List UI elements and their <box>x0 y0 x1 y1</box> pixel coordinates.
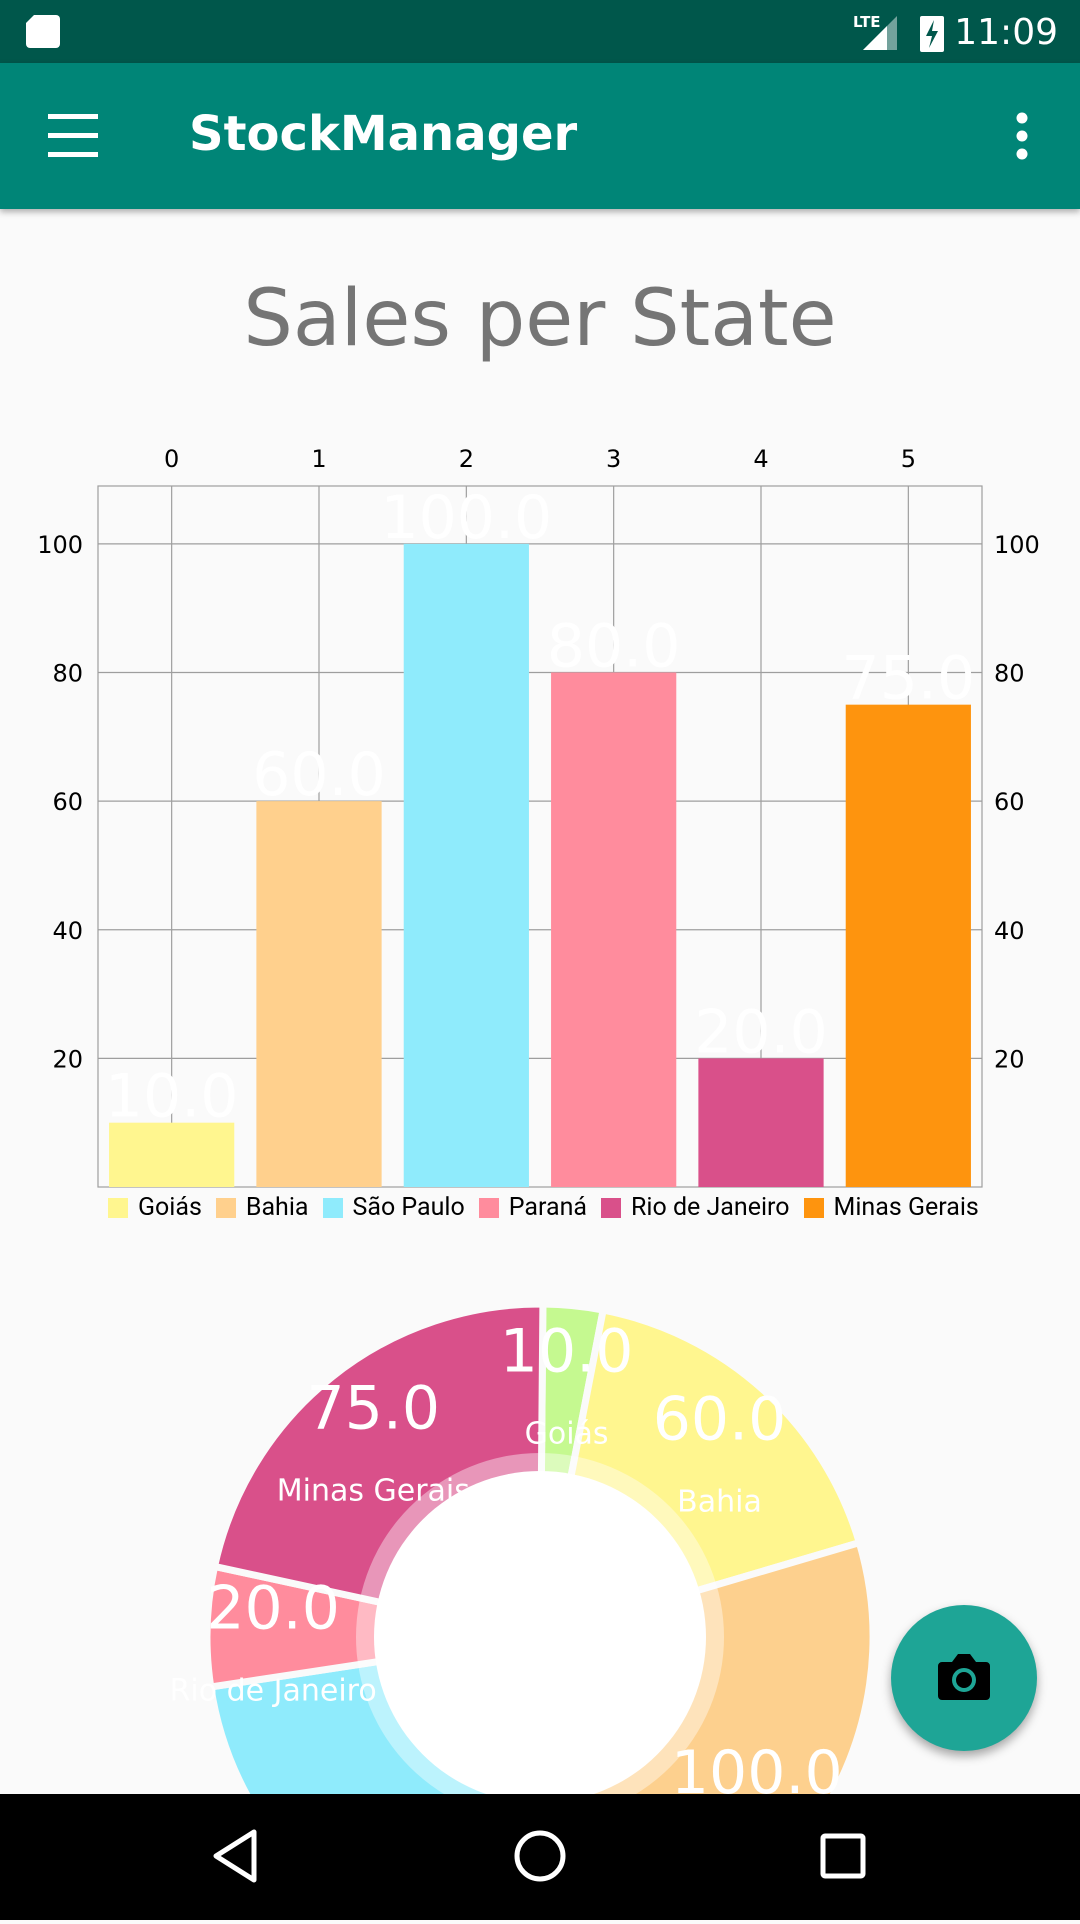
x-tick-label: 0 <box>164 445 179 473</box>
pie-value-label: 10.0 <box>500 1316 634 1386</box>
app-bar: StockManager <box>0 63 1080 209</box>
value-label: 20.0 <box>694 997 828 1067</box>
chart-title: Sales per State <box>243 274 836 364</box>
status-icons: LTE 11:09 <box>26 12 1058 53</box>
value-label: 60.0 <box>252 740 386 810</box>
legend-swatch <box>601 1197 621 1218</box>
y-tick-label: 80 <box>52 660 83 688</box>
sd-card-icon <box>26 15 60 48</box>
x-tick-label: 3 <box>606 445 621 473</box>
pie-category-label: Goiás <box>525 1416 609 1451</box>
legend-item: Goiás <box>108 1193 202 1222</box>
y2-tick-label: 100 <box>994 531 1040 559</box>
legend-swatch <box>215 1197 236 1218</box>
pie-category-label: Rio de Janeiro <box>170 1674 377 1709</box>
pie-hole <box>374 1471 706 1794</box>
value-label: 75.0 <box>842 644 976 714</box>
y-tick-label: 40 <box>52 917 83 945</box>
navigation-bar <box>0 1794 1080 1920</box>
legend-swatch <box>478 1197 499 1218</box>
pie-value-label: 80.0 <box>303 1788 437 1794</box>
legend-item: Paraná <box>478 1193 587 1222</box>
clock: 11:09 <box>954 12 1058 53</box>
pie-value-label: 60.0 <box>653 1384 787 1454</box>
overflow-menu[interactable] <box>1016 112 1028 160</box>
legend-label: Goiás <box>138 1193 202 1222</box>
legend-item: Minas Gerais <box>803 1193 979 1222</box>
x-tick-label: 5 <box>901 445 916 473</box>
y-tick-label: 100 <box>37 531 83 559</box>
legend-item: São Paulo <box>322 1193 465 1222</box>
x-tick-label: 1 <box>311 445 326 473</box>
legend-label: São Paulo <box>352 1193 465 1222</box>
y2-tick-label: 60 <box>994 788 1025 816</box>
bar <box>551 672 677 1187</box>
home-button[interactable] <box>514 1830 566 1882</box>
legend-label: Minas Gerais <box>833 1193 979 1222</box>
pie-value-label: 100.0 <box>671 1738 843 1794</box>
pie-category-label: Minas Gerais <box>277 1473 470 1508</box>
camera-icon <box>938 1654 990 1700</box>
legend-swatch <box>803 1197 824 1218</box>
bar <box>256 801 382 1187</box>
value-label: 80.0 <box>547 612 681 682</box>
battery-bolt <box>926 20 938 48</box>
status-bar: LTE 11:09 <box>0 0 1080 63</box>
camera-fab[interactable] <box>891 1605 1037 1751</box>
network-type: LTE <box>853 13 881 31</box>
bar <box>845 704 971 1187</box>
content: Sales per State 0 1 2 3 4 5 20 40 60 80 100 20 40 60 80… <box>37 274 1040 1794</box>
app-bar-content: StockManager <box>48 106 1028 162</box>
signal-icon <box>863 26 887 50</box>
legend-label: Rio de Janeiro <box>631 1193 790 1222</box>
app-title: StockManager <box>189 106 578 162</box>
y-tick-label: 60 <box>52 788 83 816</box>
bar <box>698 1058 824 1187</box>
legend-item: Rio de Janeiro <box>601 1193 790 1222</box>
pie-value-label: 20.0 <box>206 1574 340 1644</box>
bar <box>403 543 529 1187</box>
legend-label: Paraná <box>508 1193 587 1222</box>
y2-tick-label: 40 <box>994 917 1025 945</box>
x-tick-label: 2 <box>459 445 474 473</box>
value-label: 10.0 <box>105 1062 239 1132</box>
recents-button[interactable] <box>820 1833 866 1879</box>
legend-label: Bahia <box>245 1193 309 1222</box>
legend: Goiás Bahia São Paulo Paraná Rio de Janeiro M… <box>108 1193 993 1222</box>
value-label: 100.0 <box>380 483 552 553</box>
legend-swatch <box>322 1197 343 1218</box>
y2-tick-label: 20 <box>994 1045 1025 1073</box>
nav-buttons <box>213 1829 866 1883</box>
pie-category-label: Bahia <box>677 1484 762 1519</box>
legend-swatch <box>108 1197 128 1218</box>
x-tick-label: 4 <box>753 445 768 473</box>
bar <box>109 1122 235 1187</box>
pie-value-label: 75.0 <box>307 1373 441 1443</box>
y2-tick-label: 80 <box>994 660 1025 688</box>
legend-item: Bahia <box>215 1193 309 1222</box>
plot-border <box>97 485 983 1188</box>
menu-button[interactable] <box>48 114 98 157</box>
y-tick-label: 20 <box>52 1045 83 1073</box>
back-button[interactable] <box>213 1829 257 1883</box>
